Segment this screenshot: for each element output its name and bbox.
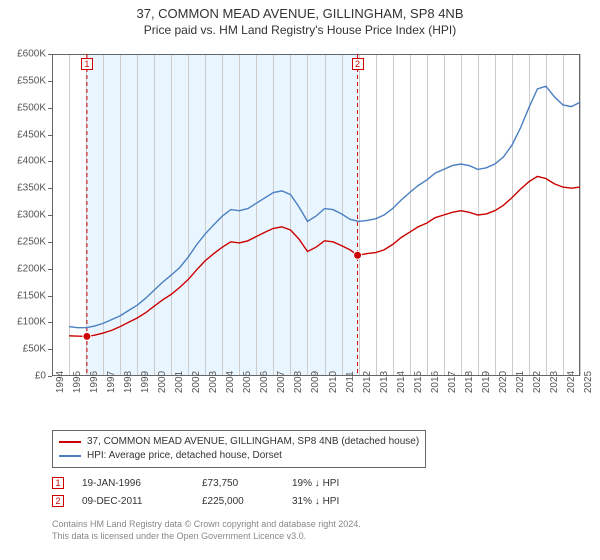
sales-row: 1 19-JAN-1996£73,75019% ↓ HPI bbox=[52, 474, 412, 492]
sale-marker-badge: 2 bbox=[352, 58, 364, 70]
sale-date: 19-JAN-1996 bbox=[82, 478, 202, 489]
series-property bbox=[69, 176, 580, 336]
sale-marker-dot bbox=[83, 332, 91, 340]
legend-label: HPI: Average price, detached house, Dors… bbox=[87, 449, 282, 463]
sale-index-badge: 1 bbox=[52, 477, 64, 489]
page-title: 37, COMMON MEAD AVENUE, GILLINGHAM, SP8 … bbox=[0, 6, 600, 21]
copyright-notice: Contains HM Land Registry data © Crown c… bbox=[52, 518, 361, 542]
sale-index-badge: 2 bbox=[52, 495, 64, 507]
legend-swatch bbox=[59, 455, 81, 457]
legend: 37, COMMON MEAD AVENUE, GILLINGHAM, SP8 … bbox=[52, 430, 426, 468]
sale-delta-vs-hpi: 19% ↓ HPI bbox=[292, 478, 412, 489]
chart-area: £0£50K£100K£150K£200K£250K£300K£350K£400… bbox=[0, 44, 600, 424]
legend-item: 37, COMMON MEAD AVENUE, GILLINGHAM, SP8 … bbox=[59, 435, 419, 449]
sale-marker-badge: 1 bbox=[81, 58, 93, 70]
sale-price: £225,000 bbox=[202, 496, 292, 507]
sale-date: 09-DEC-2011 bbox=[82, 496, 202, 507]
sales-table: 1 19-JAN-1996£73,75019% ↓ HPI 2 09-DEC-2011… bbox=[52, 474, 412, 510]
copyright-line: This data is licensed under the Open Gov… bbox=[52, 530, 361, 542]
sale-delta-vs-hpi: 31% ↓ HPI bbox=[292, 496, 412, 507]
chart-svg bbox=[0, 44, 600, 424]
legend-label: 37, COMMON MEAD AVENUE, GILLINGHAM, SP8 … bbox=[87, 435, 419, 449]
title-block: 37, COMMON MEAD AVENUE, GILLINGHAM, SP8 … bbox=[0, 0, 600, 37]
legend-item: HPI: Average price, detached house, Dors… bbox=[59, 449, 419, 463]
chart-container: { "title": "37, COMMON MEAD AVENUE, GILL… bbox=[0, 0, 600, 560]
copyright-line: Contains HM Land Registry data © Crown c… bbox=[52, 518, 361, 530]
sale-marker-dot bbox=[354, 251, 362, 259]
series-hpi bbox=[69, 86, 580, 328]
legend-swatch bbox=[59, 441, 81, 443]
sale-price: £73,750 bbox=[202, 478, 292, 489]
page-subtitle: Price paid vs. HM Land Registry's House … bbox=[0, 23, 600, 37]
sales-row: 2 09-DEC-2011£225,00031% ↓ HPI bbox=[52, 492, 412, 510]
